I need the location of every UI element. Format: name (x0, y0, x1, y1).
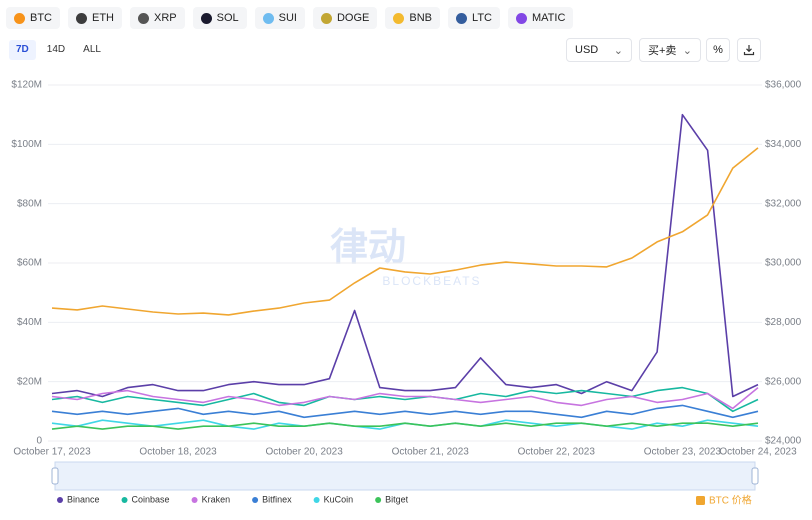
y-tick-label: $20M (17, 376, 42, 387)
coin-tab[interactable]: LTC (448, 7, 500, 29)
y2-tick-label: $36,000 (765, 80, 802, 91)
range-slider[interactable] (54, 461, 756, 491)
coin-label: DOGE (336, 12, 370, 24)
coin-tab[interactable]: BNB (385, 7, 441, 29)
watermark-sub: BLOCKBEATS (382, 274, 481, 288)
coin-label: XRP (154, 12, 177, 24)
legend-swatch (252, 497, 259, 503)
coin-tab[interactable]: BTC (6, 7, 60, 29)
y-tick-label: $100M (11, 139, 42, 150)
download-button[interactable] (737, 38, 761, 62)
coin-tab[interactable]: SUI (254, 7, 305, 29)
legend-label: Coinbase (132, 494, 170, 504)
y2-tick-label: $26,000 (765, 376, 802, 387)
series-line (51, 386, 759, 413)
x-tick-label: October 21, 2023 (392, 447, 470, 458)
slider-handle[interactable] (51, 467, 59, 485)
y-tick-label: $120M (11, 80, 42, 91)
coin-icon (262, 12, 274, 24)
x-tick-label: October 17, 2023 (13, 447, 91, 458)
legend-swatch (313, 497, 320, 503)
coin-icon (14, 12, 25, 24)
y-tick-label: 0 (36, 436, 42, 447)
coin-icon (320, 12, 332, 24)
range-tabs: 7D 14D ALL (9, 40, 108, 60)
currency-select[interactable]: USD ⌄ (566, 38, 632, 62)
coin-label: ETH (92, 12, 114, 24)
watermark-brand: 律动 (330, 227, 406, 269)
y-tick-label: $60M (17, 258, 42, 269)
coin-label: MATIC (531, 12, 566, 24)
slider-handle[interactable] (751, 467, 759, 485)
coin-label: SOL (216, 12, 239, 24)
legend-swatch (696, 496, 705, 505)
y2-tick-label: $24,000 (765, 436, 802, 447)
coin-icon (138, 12, 149, 24)
coin-tab[interactable]: SOL (192, 7, 247, 29)
grid (48, 84, 762, 442)
legend-swatch (121, 497, 128, 503)
series-line (51, 113, 759, 398)
coin-icon (393, 12, 405, 24)
legend-label: BTC 价格 (709, 494, 752, 507)
y2-tick-label: $32,000 (765, 198, 802, 209)
currency: USD (575, 44, 599, 56)
side: 买+卖 (648, 45, 677, 57)
series-line (51, 147, 759, 316)
coin-icon (200, 12, 212, 24)
x-tick-label: October 20, 2023 (266, 447, 344, 458)
coin-icon (456, 12, 468, 24)
coin-tab[interactable]: XRP (130, 7, 185, 29)
x-tick-label: October 22, 2023 (518, 447, 596, 458)
series-line (51, 386, 759, 410)
legend-label: Kraken (202, 494, 231, 504)
y2-tick-label: $30,000 (765, 258, 802, 269)
download-icon (743, 45, 755, 56)
x-tick-label: October 23, 2023 (644, 447, 722, 458)
y-tick-label: $40M (17, 317, 42, 328)
series-line (51, 422, 759, 430)
coin-label: BNB (409, 12, 433, 24)
coin-tab[interactable]: ETH (68, 7, 122, 29)
y2-tick-label: $34,000 (765, 139, 802, 150)
coin-label: LTC (472, 12, 492, 24)
y-tick-label: $80M (17, 198, 42, 209)
range-tab[interactable]: ALL (83, 44, 101, 55)
series-line (51, 404, 759, 419)
legend-label: Bitget (385, 494, 409, 504)
coin-label: SUI (278, 12, 297, 24)
coin-icon (515, 12, 527, 24)
percent-toggle[interactable]: % (706, 38, 730, 62)
series-line (51, 419, 759, 430)
legend-label: Bitfinex (262, 494, 292, 504)
x-tick-label: October 24, 2023 (719, 447, 797, 458)
y2-tick-label: $28,000 (765, 317, 802, 328)
coin-label: BTC (30, 12, 52, 24)
legend-label: KuCoin (324, 494, 354, 504)
range-tab[interactable]: 14D (46, 44, 66, 55)
side-select[interactable]: 买+卖 ⌄ (639, 38, 701, 62)
x-tick-label: October 18, 2023 (139, 447, 217, 458)
coin-tabs: BTC ETH XRP SOL SUI DOGE BNB LTC MATIC (6, 7, 574, 29)
percent: % (713, 44, 723, 56)
legend-swatch (57, 497, 63, 503)
legend-swatch (375, 497, 382, 503)
coin-tab[interactable]: DOGE (312, 7, 378, 29)
coin-icon (76, 12, 87, 24)
legend-swatch (191, 497, 198, 503)
range-tab[interactable]: 7D (9, 40, 36, 60)
legend-label: Binance (67, 494, 100, 504)
coin-tab[interactable]: MATIC (507, 7, 574, 29)
